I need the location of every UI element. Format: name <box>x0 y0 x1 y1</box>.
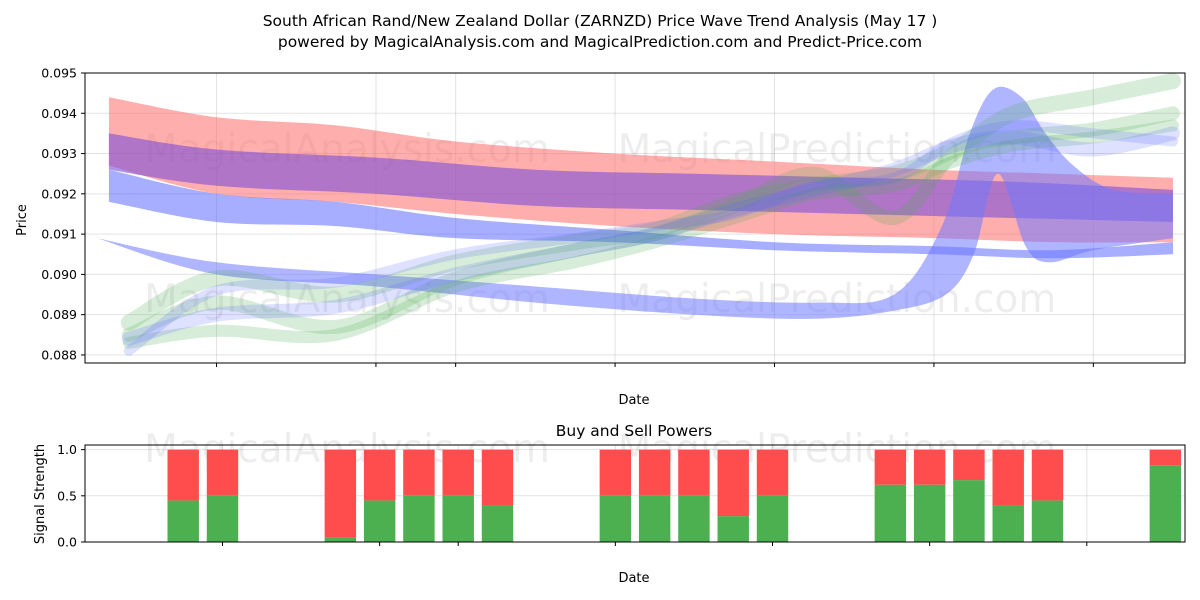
buy-power-bar <box>599 495 632 542</box>
buy-power-bar <box>638 495 671 542</box>
sell-power-bar <box>756 449 789 496</box>
sell-power-bar <box>324 449 357 538</box>
blue-wave-band <box>108 169 1173 259</box>
signal-y-tick-label: 1.0 <box>57 442 77 457</box>
price-plot-frame <box>84 72 1186 364</box>
sell-power-bar <box>717 449 749 517</box>
sell-power-bar <box>599 449 632 496</box>
buy-power-bar <box>167 500 199 542</box>
price-y-tick-label: 0.094 <box>41 106 77 121</box>
signal-x-axis-label: Date <box>618 571 649 586</box>
blue-spike-band <box>97 86 1173 319</box>
buy-power-bar <box>913 484 946 542</box>
green-wave-line <box>121 106 1180 342</box>
price-x-axis-label: Date <box>618 393 649 408</box>
sell-power-bar <box>442 449 474 496</box>
green-wave-line <box>120 73 1181 331</box>
buy-power-bar <box>992 505 1024 542</box>
price-y-tick-label: 0.095 <box>41 66 77 81</box>
price-x-ticks <box>216 363 1094 367</box>
signal-y-tick-label: 0.0 <box>57 535 77 550</box>
signal-chart-title: Buy and Sell Powers <box>556 422 713 440</box>
buy-power-bar <box>403 495 435 542</box>
signal-plot: Buy and Sell Powers MagicalAnalysis.com … <box>33 422 1186 586</box>
price-y-ticks: 0.088 0.089 0.090 0.091 0.092 0.093 0.094 0.095 <box>41 66 85 362</box>
price-series <box>97 73 1181 356</box>
price-y-axis-label: Price <box>15 204 30 236</box>
buy-power-bar <box>717 516 749 542</box>
blue-wave-line <box>123 120 1178 356</box>
buy-power-bar <box>678 495 710 542</box>
signal-plot-frame <box>84 444 1186 543</box>
price-y-tick-label: 0.088 <box>41 347 77 362</box>
sell-power-bar <box>953 449 985 481</box>
purple-wave-band <box>108 133 1173 222</box>
buy-power-bar <box>363 500 396 542</box>
buy-power-bar <box>874 484 907 542</box>
green-wave-line <box>122 119 1179 349</box>
buy-power-bar <box>953 480 985 542</box>
signal-y-ticks: 0.0 0.5 1.0 <box>57 442 85 550</box>
signal-x-ticks <box>222 542 1088 546</box>
sell-power-bar <box>481 449 514 506</box>
blue-wave-line <box>121 126 1180 346</box>
signal-bars <box>167 449 1182 542</box>
sell-power-bar <box>874 449 907 485</box>
sell-power-bar <box>638 449 671 496</box>
sell-power-bar <box>1031 449 1064 501</box>
signal-y-axis-label: Signal Strength <box>33 444 48 544</box>
sell-power-bar <box>363 449 396 501</box>
buy-power-bar <box>1031 500 1064 542</box>
price-y-tick-label: 0.090 <box>41 267 77 282</box>
buy-power-bar <box>206 495 239 542</box>
price-y-tick-label: 0.092 <box>41 186 77 201</box>
buy-power-bar <box>442 495 474 542</box>
price-y-tick-label: 0.091 <box>41 227 77 242</box>
buy-power-bar <box>1149 465 1182 542</box>
sell-power-bar <box>678 449 710 496</box>
sell-power-bar <box>403 449 435 496</box>
chart-title-line2: powered by MagicalAnalysis.com and Magic… <box>278 33 922 51</box>
price-plot: MagicalAnalysis.com MagicalPrediction.co… <box>15 66 1186 408</box>
price-y-tick-label: 0.093 <box>41 146 77 161</box>
buy-power-bar <box>324 537 357 542</box>
buy-power-bar <box>756 495 789 542</box>
signal-y-tick-label: 0.5 <box>57 488 77 503</box>
sell-power-bar <box>992 449 1024 506</box>
sell-power-bar <box>1149 449 1182 466</box>
buy-power-bar <box>481 505 514 542</box>
price-y-tick-label: 0.089 <box>41 307 77 322</box>
sell-power-bar <box>167 449 199 501</box>
sell-power-bar <box>206 449 239 496</box>
sell-power-bar <box>913 449 946 485</box>
chart-title-line1: South African Rand/New Zealand Dollar (Z… <box>263 12 938 30</box>
